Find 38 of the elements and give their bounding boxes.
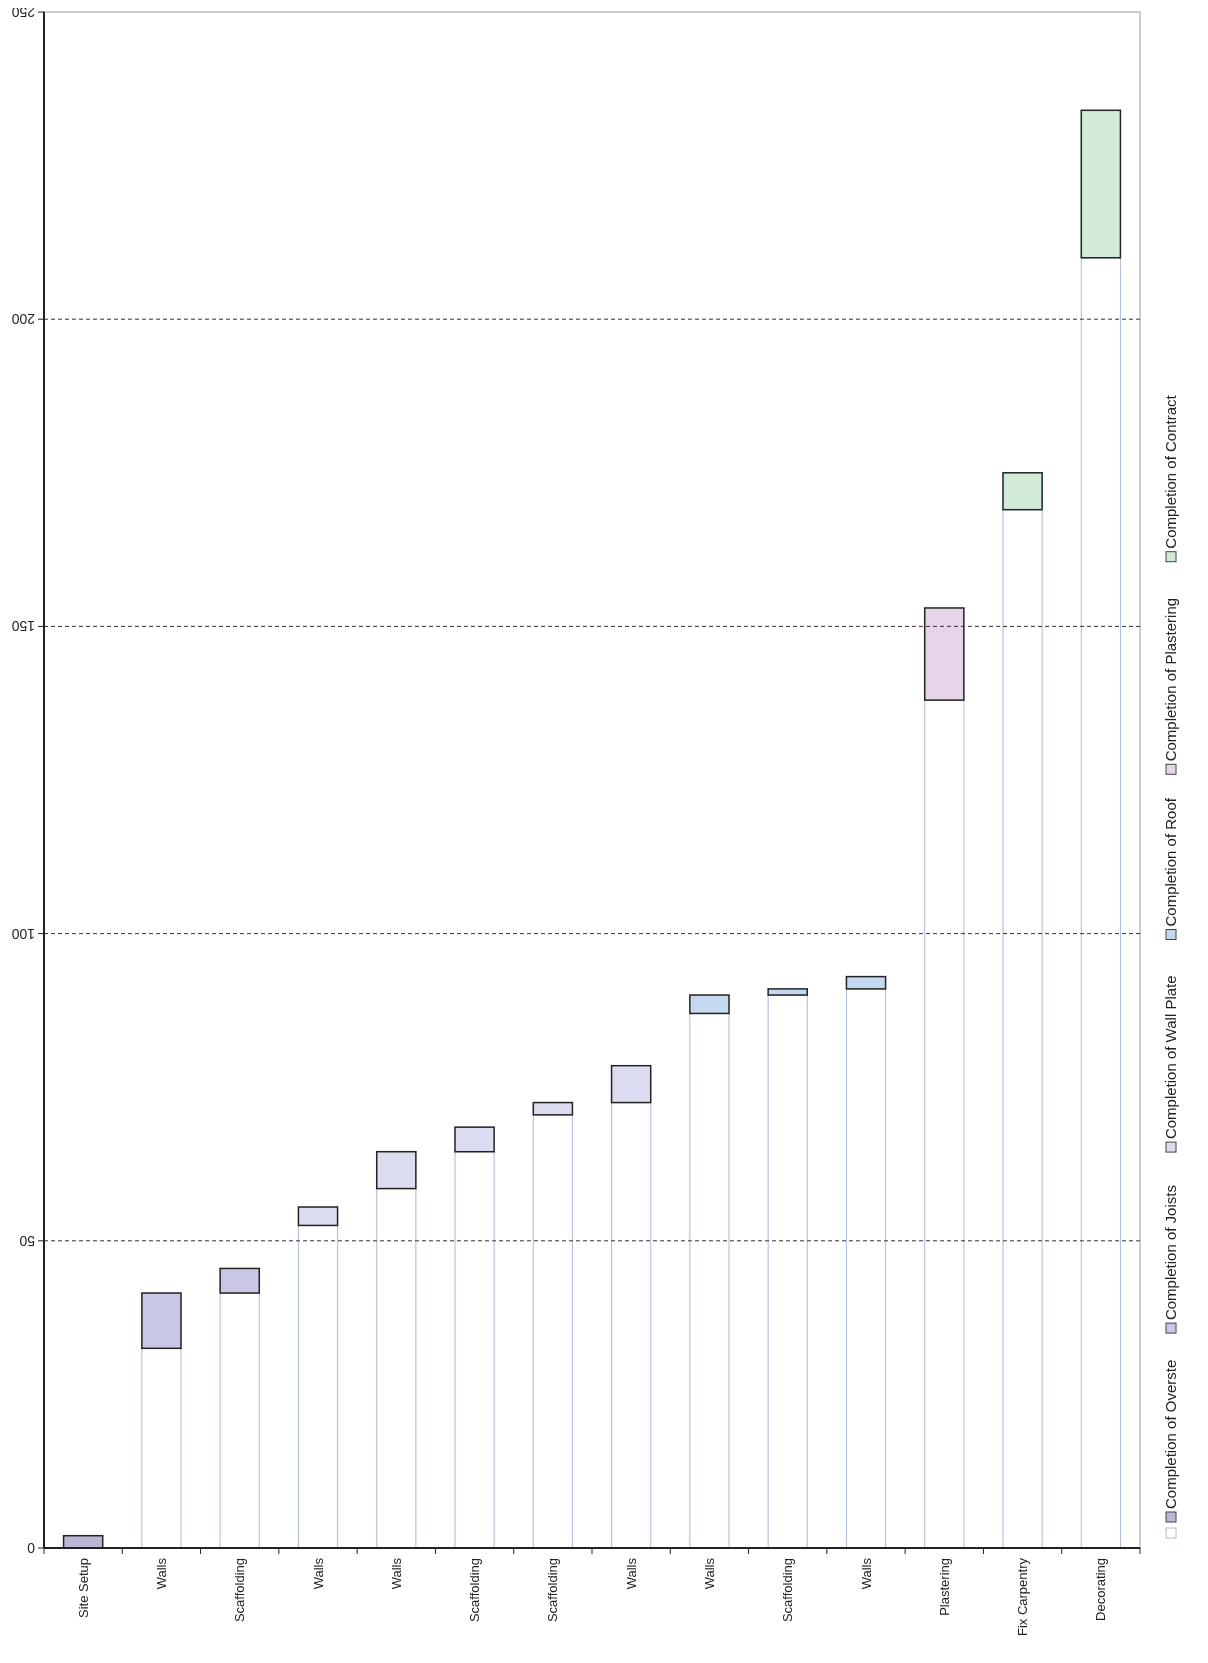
- bar: [532, 1101, 574, 1116]
- x-tick-label: Walls: [623, 1557, 639, 1590]
- x-tick-label: Walls: [858, 1557, 874, 1590]
- x-tick-label: Scaffolding: [467, 1558, 483, 1623]
- text: Completion of Wall Plate: [1162, 975, 1179, 1140]
- bar: [219, 1267, 261, 1294]
- x-tick-label: Site Setup: [75, 1558, 91, 1618]
- bar: [297, 1206, 339, 1227]
- x-tick-label: Walls: [388, 1557, 404, 1590]
- text: Completion of Overste: [1162, 1359, 1179, 1509]
- x-tick-label: Scaffolding: [780, 1558, 796, 1623]
- bar: [689, 994, 730, 1015]
- bar: [141, 1292, 182, 1350]
- bar: [767, 988, 809, 996]
- bar: [454, 1126, 495, 1153]
- x-tick-label: Decorating: [1093, 1558, 1109, 1621]
- x-tick-label: Walls: [153, 1557, 169, 1590]
- bar: [923, 607, 965, 701]
- x-tick-label: Walls: [310, 1557, 326, 1590]
- text: Completion of Contract: [1162, 394, 1179, 549]
- y-tick-label: 150: [11, 618, 35, 635]
- y-tick-label: 200: [11, 311, 35, 328]
- text: Completion of Joists: [1162, 1185, 1179, 1321]
- x-tick-label: Fix Carpentry: [1015, 1557, 1031, 1637]
- x-tick-label: Walls: [701, 1557, 717, 1590]
- y-tick-label: 50: [19, 1232, 35, 1249]
- bar: [375, 1150, 417, 1190]
- x-tick-label: Plastering: [936, 1558, 952, 1616]
- y-tick-label: 100: [11, 925, 35, 942]
- bar: [845, 975, 887, 990]
- bar: [610, 1064, 652, 1104]
- x-tick-label: Scaffolding: [545, 1558, 561, 1623]
- bar: [1080, 109, 1122, 259]
- y-tick-label: 0: [27, 1540, 35, 1557]
- text: Completion of Roof: [1162, 797, 1179, 927]
- x-tick-label: Scaffolding: [232, 1558, 248, 1623]
- text: Completion of Plastering: [1162, 597, 1179, 762]
- bar: [1002, 472, 1043, 511]
